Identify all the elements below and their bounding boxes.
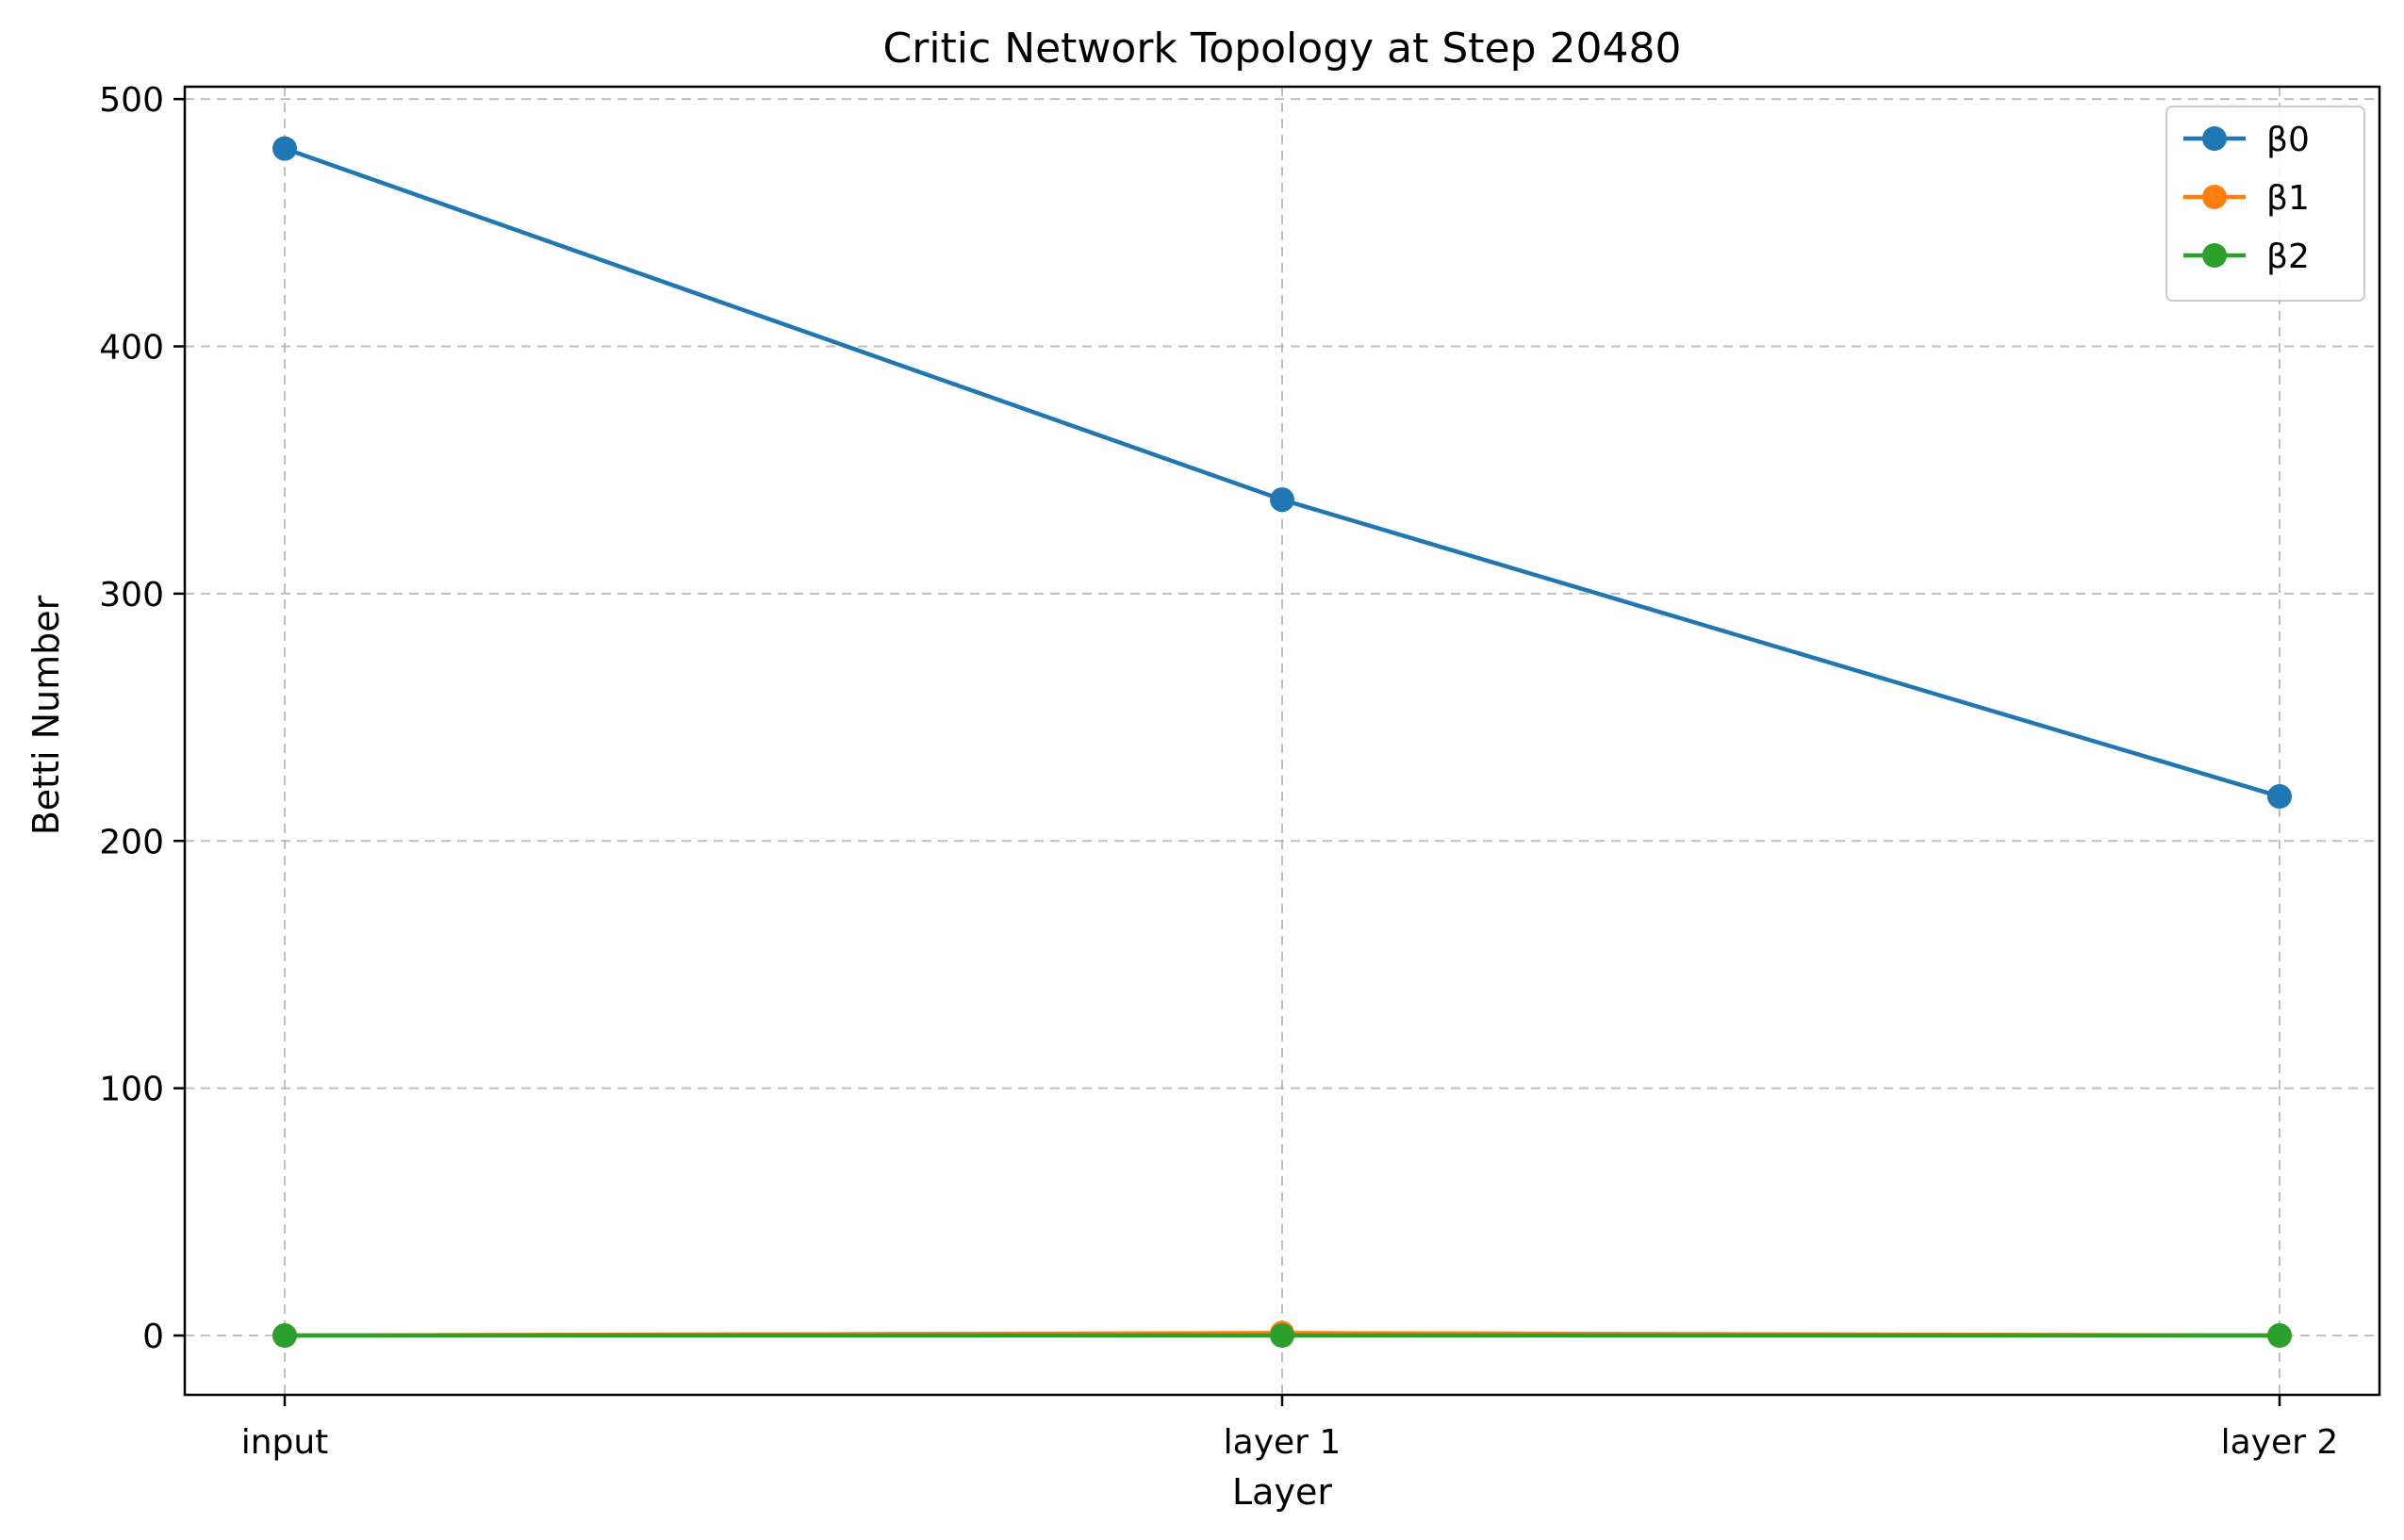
chart-title: Critic Network Topology at Step 20480: [883, 25, 1682, 73]
x-tick-label: layer 1: [1224, 1423, 1342, 1462]
x-tick-label: input: [241, 1423, 329, 1462]
data-point: [1270, 1323, 1294, 1349]
y-tick-label: 500: [99, 81, 164, 120]
plot-series: [272, 136, 2292, 1349]
legend-label: β2: [2266, 238, 2310, 276]
legend-marker: [2202, 185, 2227, 209]
legend-marker: [2202, 243, 2227, 268]
y-tick-label: 100: [99, 1071, 164, 1109]
legend-frame: [2165, 106, 2365, 302]
legend: β0 β1 β2: [2165, 106, 2365, 302]
data-point: [272, 1323, 297, 1349]
data-point: [1270, 487, 1294, 513]
data-point: [272, 136, 297, 161]
y-axis-label: Betti Number: [25, 595, 67, 835]
data-point: [2267, 784, 2292, 810]
legend-label: β0: [2266, 121, 2310, 159]
y-tick-label: 400: [99, 329, 164, 368]
legend-label: β1: [2266, 179, 2310, 218]
x-tick-label: layer 2: [2221, 1423, 2339, 1462]
legend-marker: [2202, 126, 2227, 151]
data-point: [2267, 1323, 2292, 1349]
y-tick-label: 300: [99, 576, 164, 614]
y-tick-label: 0: [142, 1318, 164, 1356]
x-axis-label: Layer: [1232, 1471, 1332, 1513]
y-tick-label: 200: [99, 823, 164, 861]
axis-ticks: input layer 1 layer 2 0 100 200 300 400 500: [99, 81, 2338, 1462]
